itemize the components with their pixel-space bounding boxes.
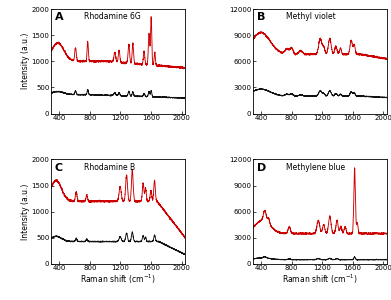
- Text: Methyl violet: Methyl violet: [286, 12, 336, 21]
- Y-axis label: Intensity (a.u.): Intensity (a.u.): [21, 184, 30, 240]
- Y-axis label: Intensity (a.u.): Intensity (a.u.): [21, 33, 30, 89]
- Text: B: B: [256, 12, 265, 22]
- Text: D: D: [256, 163, 266, 172]
- Text: A: A: [55, 12, 63, 22]
- Text: Methylene blue: Methylene blue: [286, 163, 345, 172]
- X-axis label: Raman shift (cm$^{-1}$): Raman shift (cm$^{-1}$): [80, 273, 156, 286]
- Text: Rhodamine B: Rhodamine B: [84, 163, 136, 172]
- X-axis label: Raman shift (cm$^{-1}$): Raman shift (cm$^{-1}$): [282, 273, 358, 286]
- Text: C: C: [55, 163, 63, 172]
- Text: Rhodamine 6G: Rhodamine 6G: [84, 12, 141, 21]
